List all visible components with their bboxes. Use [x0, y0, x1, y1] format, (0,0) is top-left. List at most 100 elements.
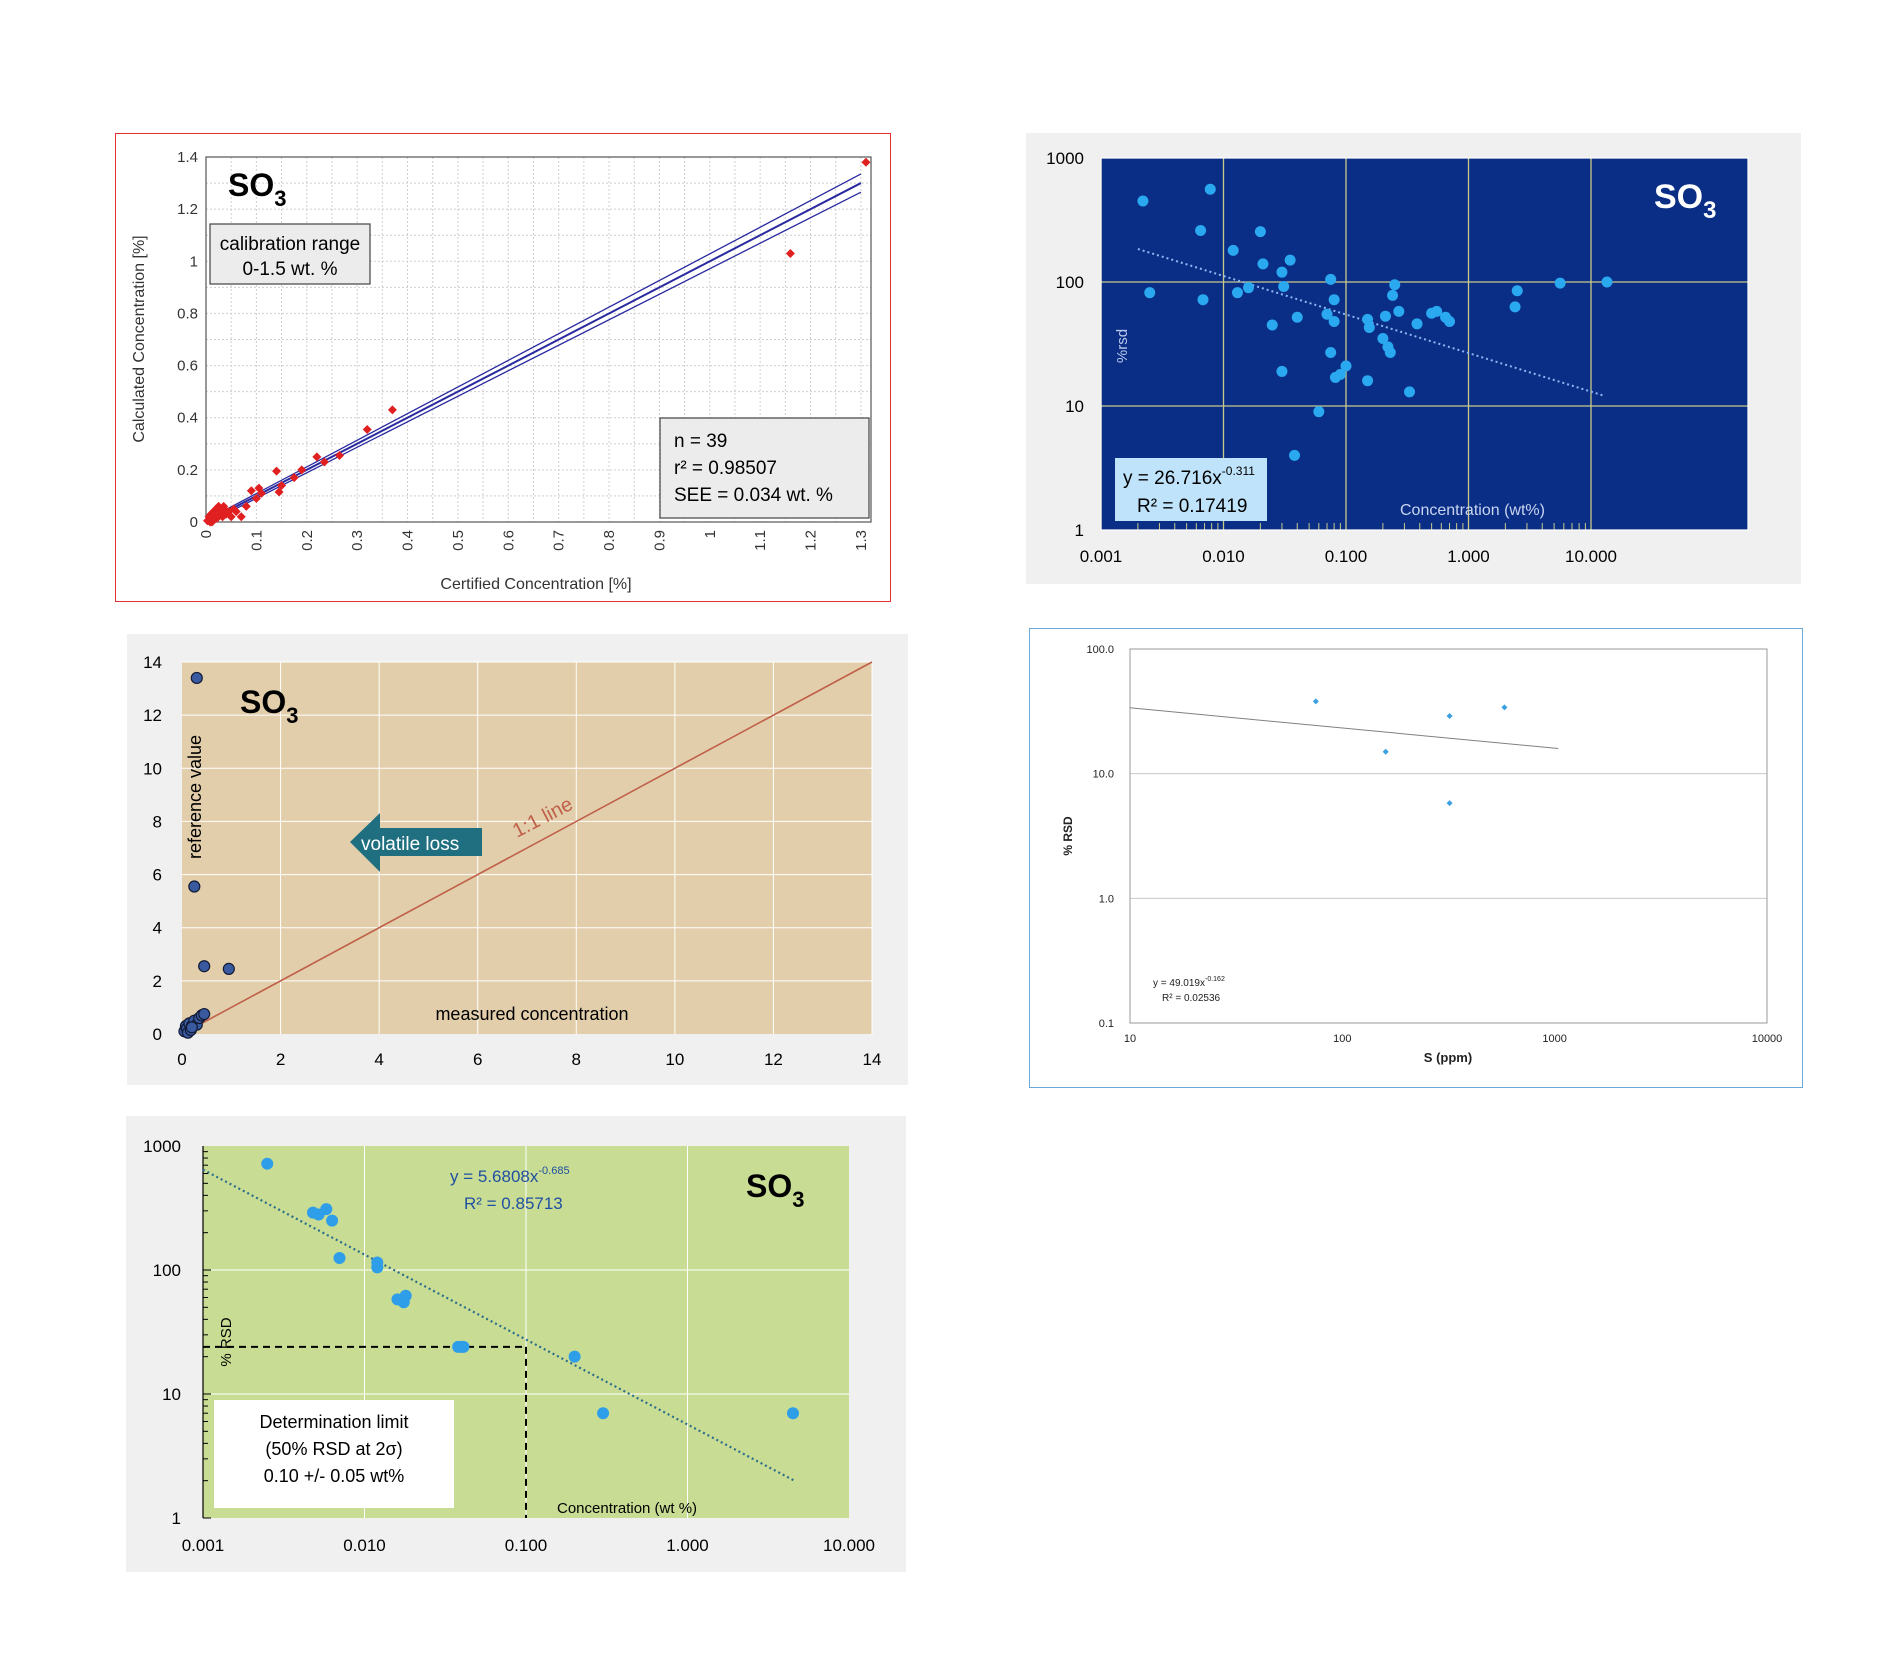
- data-points: [1137, 183, 1613, 461]
- y-tick-label: 100.0: [1086, 644, 1114, 656]
- equation: y = 49.019x-0.162: [1153, 976, 1225, 989]
- x-tick-label: 10: [1124, 1033, 1136, 1045]
- y-axis-label: % RSD: [1061, 816, 1075, 856]
- range-box-line2: 0-1.5 wt. %: [242, 259, 337, 280]
- data-point: [1509, 301, 1521, 313]
- y-tick-label: 10.0: [1093, 769, 1114, 781]
- data-point: [256, 488, 266, 498]
- equation: y = 5.6808x-0.685: [450, 1165, 570, 1186]
- fit-line: [205, 182, 862, 523]
- data-point: [1289, 449, 1301, 461]
- x-tick-label: 0.001: [1080, 547, 1123, 566]
- data-point: [198, 1007, 211, 1021]
- data-points: [261, 1157, 799, 1420]
- data-point: [1137, 195, 1149, 207]
- x-tick-label: 10.000: [1565, 547, 1617, 566]
- y-tick-label: 100: [153, 1261, 181, 1280]
- x-tick-label: 0.010: [343, 1536, 386, 1555]
- y-tick-label: 1000: [143, 1137, 181, 1156]
- data-point: [204, 512, 214, 522]
- data-point: [399, 1289, 412, 1302]
- data-point: [1328, 316, 1340, 328]
- x-tick-label: 0.5: [450, 530, 467, 551]
- rsd-white-chart-panel: 10 100 1000 10000 0.1 1.0 10.0 100.0 S (ppm) %…: [1029, 628, 1803, 1088]
- volatile-loss-label: volatile loss: [361, 834, 459, 855]
- data-point: [1363, 321, 1375, 333]
- y-tick-label: 100: [1056, 273, 1084, 292]
- data-point: [1291, 311, 1303, 323]
- calibration-chart-panel: 0 0.1 0.2 0.3 0.4 0.5 0.6 0.7 0.8 0.9 1 1.1 1.2 1.3 0…: [115, 133, 891, 602]
- y-tick-labels: 1 10 100 1000: [1046, 149, 1084, 540]
- x-tick-label: 1: [702, 530, 719, 538]
- data-point: [1312, 698, 1319, 705]
- reference-chart-panel: 0 2 4 6 8 10 12 14 0 2 4 6 8 10 12 14 SO3 reference va…: [127, 634, 908, 1085]
- x-tick-label: 0.7: [551, 530, 568, 551]
- reference-chart: 0 2 4 6 8 10 12 14 0 2 4 6 8 10 12 14 SO3 reference va…: [143, 653, 881, 1069]
- data-point: [1411, 318, 1423, 330]
- fit-line: [205, 173, 862, 521]
- trend-line: [1137, 248, 1606, 397]
- x-tick-label: 0.100: [1325, 547, 1368, 566]
- x-axis-label: Concentration (wt %): [557, 1500, 697, 1517]
- y-tick-label: 10: [162, 1385, 181, 1404]
- x-tick-label: 10: [665, 1050, 684, 1069]
- x-tick-label: 1.2: [803, 530, 820, 551]
- data-point: [1554, 277, 1566, 289]
- data-point: [1384, 347, 1396, 359]
- trend-line: [202, 1168, 796, 1482]
- x-tick-label: 1.000: [666, 1536, 709, 1555]
- x-axis-label: measured concentration: [435, 1004, 628, 1024]
- rsd-white-chart: 10 100 1000 10000 0.1 1.0 10.0 100.0 S (ppm) %…: [1061, 644, 1782, 1065]
- determination-guide-lines: [203, 1345, 527, 1518]
- data-point: [326, 1214, 339, 1227]
- rsd-blue-chart-panel: 0.001 0.010 0.100 1.000 10.000 1 10 100 1000 SO…: [1026, 133, 1801, 584]
- range-box-line1: calibration range: [220, 234, 360, 255]
- data-point: [1257, 258, 1269, 270]
- data-point: [229, 504, 239, 514]
- data-point: [1276, 365, 1288, 377]
- rsd-green-chart: 0.001 0.010 0.100 1.000 10.000 1 10 100 1000 SO…: [143, 1137, 875, 1555]
- y-tick-labels: 0 2 4 6 8 10 12 14: [143, 653, 162, 1044]
- data-point: [1284, 254, 1296, 266]
- equation: y = 26.716x-0.311: [1123, 464, 1255, 489]
- data-point: [1313, 406, 1325, 418]
- x-tick-label: 12: [764, 1050, 783, 1069]
- data-point: [1382, 748, 1389, 755]
- data-point: [457, 1340, 470, 1353]
- x-tick-label: 100: [1333, 1033, 1351, 1045]
- x-tick-label: 1000: [1542, 1033, 1566, 1045]
- grid: [182, 661, 873, 1034]
- data-point: [1276, 266, 1288, 278]
- x-axis-label: Certified Concentration [%]: [440, 576, 631, 593]
- y-tick-label: 14: [143, 653, 162, 672]
- x-tick-label: 0.8: [601, 530, 618, 551]
- data-point: [236, 512, 246, 522]
- x-tick-label: 2: [276, 1050, 285, 1069]
- y-tick-label: 10: [143, 759, 162, 778]
- determination-limit-line1: Determination limit: [259, 1412, 408, 1432]
- x-tick-label: 6: [473, 1050, 482, 1069]
- data-point: [1325, 273, 1337, 285]
- one-to-one-line: [181, 661, 873, 1035]
- data-point: [861, 157, 871, 167]
- data-points: [1312, 698, 1508, 807]
- rsd-blue-chart: 0.001 0.010 0.100 1.000 10.000 1 10 100 1000 SO…: [1046, 149, 1749, 566]
- data-point: [1340, 360, 1352, 372]
- data-point: [1387, 289, 1399, 301]
- data-point: [1325, 347, 1337, 359]
- rsd-green-chart-panel: 0.001 0.010 0.100 1.000 10.000 1 10 100 1000 SO…: [126, 1116, 906, 1572]
- data-point: [319, 457, 329, 467]
- data-point: [1278, 280, 1290, 292]
- data-point: [1266, 319, 1278, 331]
- x-tick-label: 8: [572, 1050, 581, 1069]
- so3-label: SO3: [1654, 178, 1716, 224]
- y-tick-label: 1: [172, 1509, 181, 1528]
- data-point: [1446, 800, 1453, 807]
- y-tick-label: 4: [153, 919, 162, 938]
- stats-box: [659, 417, 870, 519]
- data-point: [1501, 704, 1508, 711]
- data-point: [320, 1203, 333, 1216]
- data-point: [1444, 316, 1456, 328]
- x-tick-label: 0: [198, 530, 215, 538]
- trend-line: [1129, 707, 1559, 750]
